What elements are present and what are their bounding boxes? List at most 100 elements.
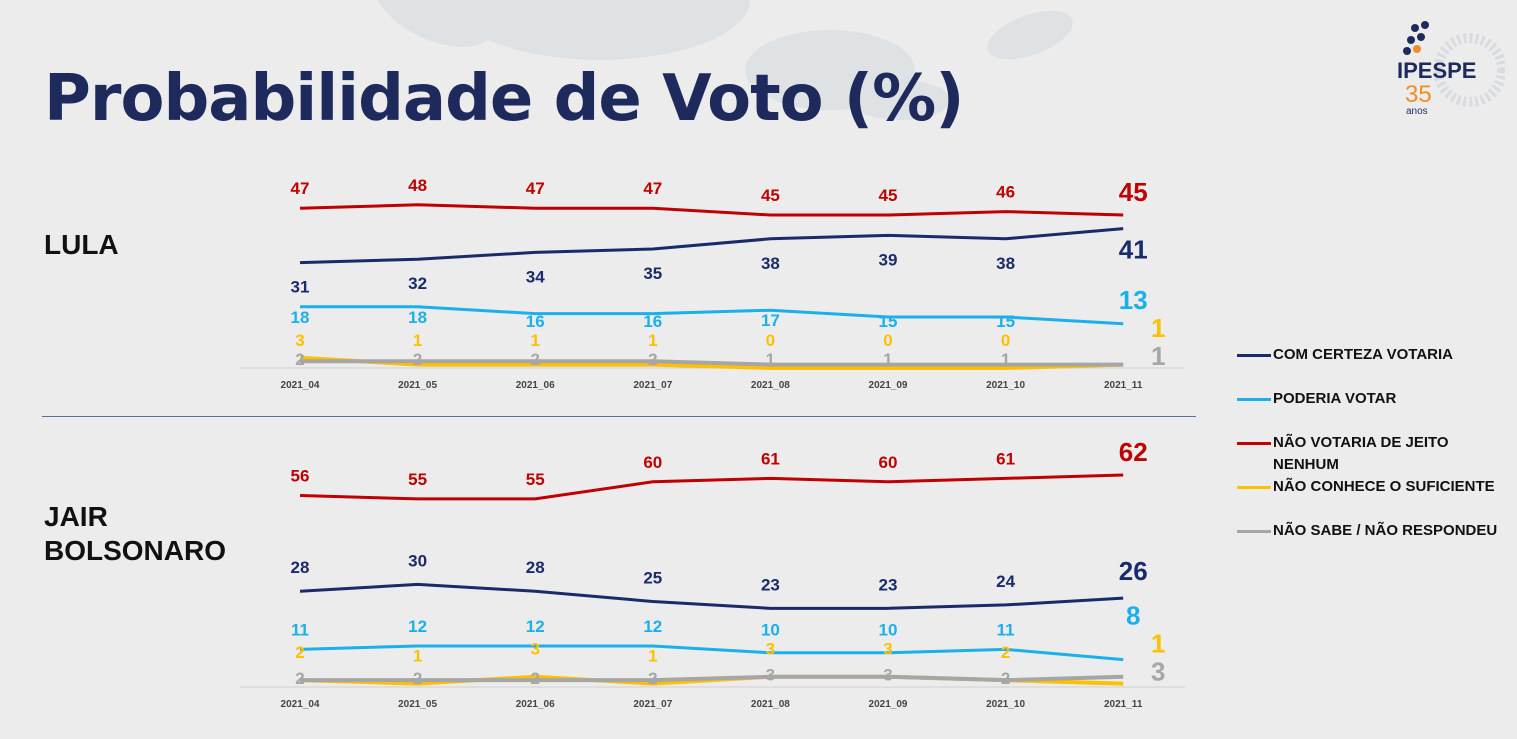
data-label: 47 <box>643 179 662 198</box>
data-label: 23 <box>879 575 898 594</box>
data-label: 45 <box>1119 177 1148 207</box>
data-label: 0 <box>1001 331 1010 350</box>
data-label: 61 <box>761 449 780 468</box>
data-label: 60 <box>643 453 662 472</box>
data-label: 18 <box>291 308 310 327</box>
data-label: 1 <box>530 331 539 350</box>
data-label: 17 <box>761 311 780 330</box>
x-tick-label: 2021_09 <box>869 699 908 710</box>
data-label: 28 <box>291 558 310 577</box>
data-label: 10 <box>761 621 780 640</box>
data-label: 0 <box>766 331 775 350</box>
legend-swatch <box>1237 398 1271 401</box>
x-tick-label: 2021_08 <box>751 380 790 391</box>
data-label: 2 <box>295 350 304 369</box>
data-label: 2 <box>295 643 304 662</box>
data-label: 3 <box>295 331 304 350</box>
x-tick-label: 2021_06 <box>516 380 555 391</box>
series-line <box>300 359 1124 367</box>
legend-swatch <box>1237 530 1271 533</box>
data-label: 2 <box>648 350 657 369</box>
legend-item: NÃO SABE / NÃO RESPONDEU <box>1237 520 1513 542</box>
data-label: 3 <box>883 640 892 659</box>
legend-label: NÃO VOTARIA DE JEITO NENHUM <box>1273 434 1449 473</box>
data-label: 30 <box>408 551 427 570</box>
data-label: 62 <box>1119 437 1148 467</box>
x-tick-label: 2021_11 <box>1104 380 1143 391</box>
data-label: 35 <box>643 264 662 283</box>
data-label: 1 <box>1151 629 1165 659</box>
series-line <box>299 644 1124 662</box>
data-label: 2 <box>295 669 304 688</box>
data-label: 24 <box>996 572 1015 591</box>
data-label: 2 <box>648 669 657 688</box>
data-label: 1 <box>766 350 775 369</box>
x-tick-label: 2021_10 <box>986 699 1025 710</box>
data-label: 45 <box>879 186 898 205</box>
svg-text:IPESPE: IPESPE <box>1397 58 1476 83</box>
x-tick-label: 2021_11 <box>1104 699 1143 710</box>
data-label: 15 <box>879 312 898 331</box>
data-label: 2 <box>1001 669 1010 688</box>
data-label: 0 <box>883 331 892 350</box>
data-label: 1 <box>1001 350 1010 369</box>
legend-item: NÃO CONHECE O SUFICIENTE <box>1237 476 1513 498</box>
x-tick-label: 2021_04 <box>281 699 320 710</box>
data-label: 45 <box>761 186 780 205</box>
x-tick-label: 2021_06 <box>516 699 555 710</box>
x-tick-label: 2021_05 <box>398 699 437 710</box>
data-label: 15 <box>996 312 1015 331</box>
data-label: 3 <box>883 666 892 685</box>
legend-label: NÃO CONHECE O SUFICIENTE <box>1273 478 1495 495</box>
x-tick-label: 2021_10 <box>986 380 1025 391</box>
data-label: 12 <box>408 617 427 636</box>
data-label: 10 <box>879 621 898 640</box>
series-line <box>299 203 1124 217</box>
x-tick-label: 2021_09 <box>869 380 908 391</box>
data-label: 2 <box>530 669 539 688</box>
svg-text:35: 35 <box>1405 81 1432 108</box>
data-label: 39 <box>879 250 898 269</box>
x-tick-label: 2021_04 <box>281 380 320 391</box>
data-label: 28 <box>526 558 545 577</box>
data-label: 47 <box>526 179 545 198</box>
series-line <box>299 355 1124 370</box>
background-shape <box>850 80 950 120</box>
data-label: 34 <box>526 267 545 286</box>
data-label: 11 <box>997 620 1015 639</box>
x-tick-label: 2021_08 <box>751 699 790 710</box>
data-label: 31 <box>291 278 310 297</box>
data-label: 16 <box>526 312 545 331</box>
legend-label: PODERIA VOTAR <box>1273 390 1397 407</box>
data-label: 2 <box>413 350 422 369</box>
data-label: 1 <box>1151 341 1165 371</box>
page-title: Probabilidade de Voto (%) <box>44 62 965 136</box>
legend-swatch <box>1237 442 1271 445</box>
data-label: 1 <box>883 350 892 369</box>
x-tick-label: 2021_05 <box>398 380 437 391</box>
data-label: 60 <box>879 453 898 472</box>
data-label: 11 <box>291 620 309 639</box>
series-line <box>300 305 1124 326</box>
legend-swatch <box>1237 486 1271 489</box>
data-label: 2 <box>413 669 422 688</box>
legend-swatch <box>1237 354 1271 357</box>
data-label: 61 <box>996 449 1015 468</box>
data-label: 38 <box>996 254 1015 273</box>
legend-label: COM CERTEZA VOTARIA <box>1273 346 1453 363</box>
data-label: 25 <box>643 569 662 588</box>
series-line <box>300 674 1124 683</box>
data-label: 1 <box>648 331 657 350</box>
series-line <box>299 582 1124 610</box>
data-label: 41 <box>1119 235 1148 265</box>
series-line <box>299 473 1124 501</box>
legend-item: PODERIA VOTAR <box>1237 388 1513 410</box>
data-label: 46 <box>996 183 1015 202</box>
data-label: 1 <box>1151 313 1165 343</box>
data-label: 8 <box>1126 601 1140 631</box>
data-label: 47 <box>291 179 310 198</box>
data-label: 18 <box>408 308 427 327</box>
data-label: 48 <box>408 176 427 195</box>
x-tick-label: 2021_07 <box>633 380 672 391</box>
data-label: 16 <box>643 312 662 331</box>
